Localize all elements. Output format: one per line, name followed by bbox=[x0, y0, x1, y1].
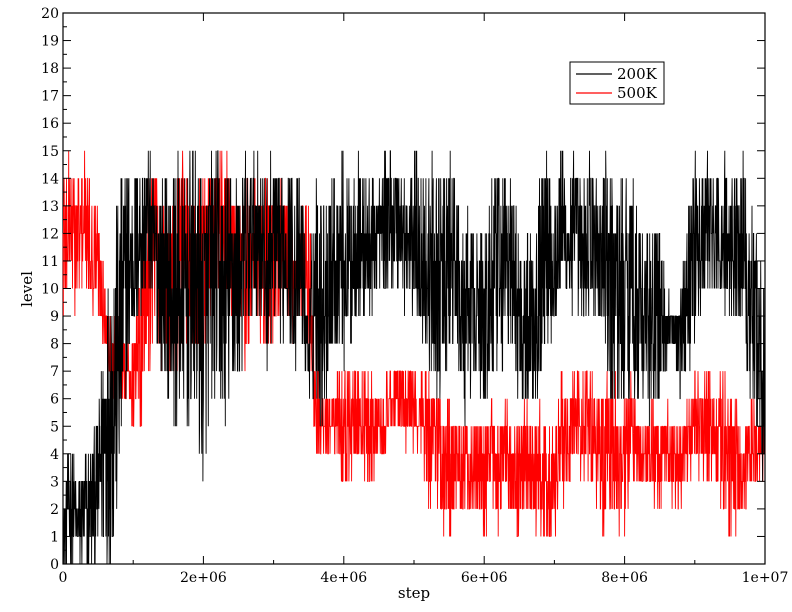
y-tick-label: 8 bbox=[50, 337, 59, 353]
x-axis-title: step bbox=[398, 584, 430, 602]
legend: 200K 500K bbox=[569, 61, 665, 105]
y-tick-label: 6 bbox=[50, 392, 59, 408]
legend-box bbox=[569, 61, 665, 105]
y-tick-label: 20 bbox=[41, 6, 59, 22]
y-tick-label: 15 bbox=[41, 144, 59, 160]
y-tick-label: 1 bbox=[50, 529, 59, 545]
y-tick-label: 18 bbox=[41, 61, 59, 77]
legend-label-200k: 200K bbox=[617, 65, 658, 83]
y-tick-label: 5 bbox=[50, 419, 59, 435]
y-tick-label: 17 bbox=[41, 89, 59, 105]
y-tick-label: 19 bbox=[41, 34, 59, 50]
y-tick-label: 9 bbox=[50, 309, 59, 325]
x-tick-label: 6e+06 bbox=[461, 570, 508, 586]
x-tick-label: 4e+06 bbox=[320, 570, 367, 586]
y-tick-label: 12 bbox=[41, 226, 59, 242]
y-tick-label: 3 bbox=[50, 474, 59, 490]
y-tick-label: 14 bbox=[41, 171, 59, 187]
x-tick-label: 2e+06 bbox=[180, 570, 227, 586]
y-tick-label: 10 bbox=[41, 282, 59, 298]
y-tick-label: 7 bbox=[50, 364, 59, 380]
y-tick-label: 16 bbox=[41, 116, 59, 132]
y-tick-label: 11 bbox=[41, 254, 59, 270]
x-tick-label: 1e+07 bbox=[742, 570, 789, 586]
y-tick-label: 4 bbox=[50, 447, 59, 463]
x-tick-label: 0 bbox=[59, 570, 68, 586]
x-tick-label: 8e+06 bbox=[601, 570, 648, 586]
y-tick-label: 0 bbox=[50, 557, 59, 573]
y-tick-label: 2 bbox=[50, 502, 59, 518]
y-tick-label: 13 bbox=[41, 199, 59, 215]
series-line-200k bbox=[62, 150, 766, 565]
series-layer bbox=[62, 150, 766, 565]
y-axis-title: level bbox=[18, 271, 36, 307]
legend-label-500k: 500K bbox=[617, 84, 658, 102]
